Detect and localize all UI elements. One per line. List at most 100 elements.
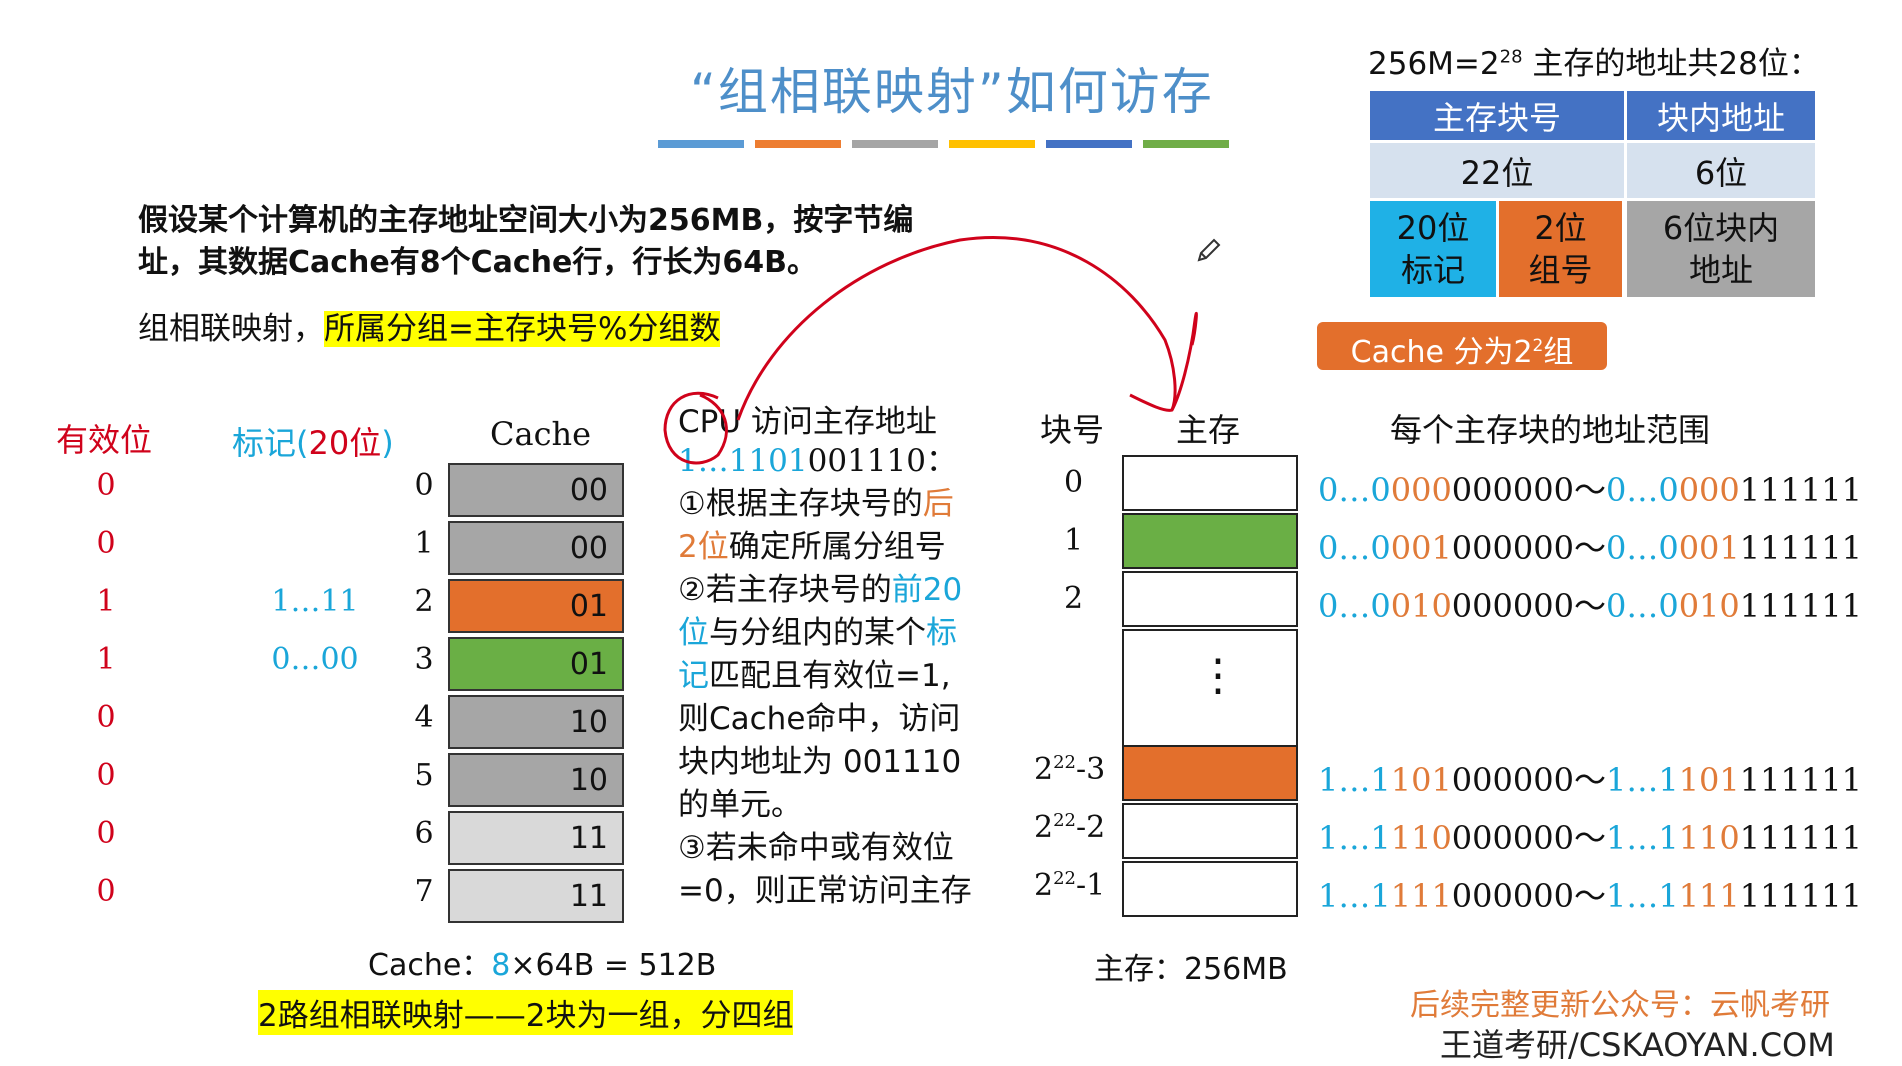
r-group2: 111 <box>1678 877 1740 915</box>
memory-block <box>1122 513 1298 569</box>
valid-bit: 1 <box>96 584 116 619</box>
memory-block <box>1122 455 1298 511</box>
badge-exp: 2 <box>1532 336 1544 356</box>
cache-line: 10 <box>448 695 624 749</box>
r-offset: 000000 <box>1451 529 1574 567</box>
r-prefix2: 0…0 <box>1605 587 1679 625</box>
address-range: 0…0000000000～0…0000111111 <box>1318 465 1862 511</box>
r-tilde: ～ <box>1573 529 1606 567</box>
tag-header-num: 20位 <box>308 424 382 462</box>
r-group2: 010 <box>1678 587 1740 625</box>
tag-group-cell: 20位 标记 2位组号 <box>1367 198 1627 300</box>
block-number-header: 主存块号 <box>1367 88 1627 143</box>
page-title: “组相联映射”如何访存 <box>690 63 1214 121</box>
r-prefix: 1…1 <box>1318 819 1391 857</box>
valid-bit: 0 <box>96 874 116 909</box>
tag-bits-l2: 标记 <box>1400 251 1465 289</box>
r-prefix: 0…0 <box>1318 529 1391 567</box>
cache-size-pre: Cache： <box>368 948 492 983</box>
cache-line-index: 6 <box>414 816 434 851</box>
main-memory-size: 主存：256MB <box>1094 952 1288 987</box>
cache-size-num: 8 <box>491 948 511 983</box>
valid-bit-header: 有效位 <box>56 421 153 459</box>
tag-header-post: ) <box>381 424 394 462</box>
r-group: 111 <box>1390 877 1452 915</box>
cache-line-index: 1 <box>414 526 434 561</box>
r-prefix2: 1…1 <box>1605 819 1679 857</box>
block-label: 2 <box>1064 581 1084 616</box>
group-bits-l2: 组号 <box>1528 251 1593 289</box>
s2b: 前20 <box>891 572 963 608</box>
r-group2: 001 <box>1678 529 1740 567</box>
memory-block <box>1122 745 1298 801</box>
r-tilde: ～ <box>1573 761 1606 799</box>
valid-bit: 1 <box>96 642 116 677</box>
title-bar-2 <box>755 140 841 148</box>
exp: 22 <box>1053 752 1076 773</box>
offset-bits-cell: 6位块内 地址 <box>1624 198 1818 300</box>
valid-bit: 0 <box>96 468 116 503</box>
block-label-power: 222-1 <box>1034 868 1105 903</box>
s2a: ②若主存块号的 <box>678 572 892 608</box>
s2f: 记 <box>678 658 709 694</box>
step-3-line-2: =0，则正常访问主存 <box>678 873 972 909</box>
pencil-icon[interactable] <box>1195 236 1223 268</box>
s1b: 后 <box>922 486 954 522</box>
cache-line: 01 <box>448 579 624 633</box>
cache-line-index: 5 <box>414 758 434 793</box>
step-2-line-6: 的单元。 <box>678 787 802 823</box>
step-2-line-3: 记匹配且有效位=1, <box>678 655 972 698</box>
two-way-note: 2路组相联映射——2块为一组，分四组 <box>258 990 794 1035</box>
memory-block <box>1122 861 1298 917</box>
s2c: 位 <box>678 615 709 651</box>
s1d: 确定所属分组号 <box>728 529 946 565</box>
bits-6: 6位 <box>1624 140 1818 201</box>
r-group2: 000 <box>1678 471 1740 509</box>
title-bar-6 <box>1143 140 1229 148</box>
step-1-line-1: ①根据主存块号的后 <box>678 483 972 526</box>
r-offset: 000000 <box>1451 471 1574 509</box>
address-range: 0…0010000000～0…0010111111 <box>1318 581 1862 627</box>
r-offset2: 111111 <box>1739 819 1862 857</box>
cache-header: Cache <box>490 415 592 453</box>
badge-post: 组 <box>1543 335 1574 370</box>
cache-line: 10 <box>448 753 624 807</box>
cache-size-post: ×64B = 512B <box>510 948 717 983</box>
s1c: 2位 <box>678 529 729 565</box>
suffix: -3 <box>1076 752 1106 787</box>
exp: 22 <box>1053 810 1076 831</box>
r-offset2: 111111 <box>1739 761 1862 799</box>
r-group: 101 <box>1390 761 1452 799</box>
footer-wechat-note: 后续完整更新公众号：云帆考研 <box>1410 988 1830 1023</box>
base: 2 <box>1034 752 1054 787</box>
intro-text: 假设某个计算机的主存地址空间大小为256MB，按字节编 址，其数据Cache有8… <box>138 200 913 284</box>
r-offset: 000000 <box>1451 761 1574 799</box>
heading-post: 主存的地址共28位： <box>1522 46 1820 82</box>
tag-value: 1…11 <box>271 584 359 619</box>
footer-brand: 王道考研/CSKAOYAN.COM <box>1440 1026 1835 1064</box>
address-range-header: 每个主存块的地址范围 <box>1390 411 1711 449</box>
r-tilde: ～ <box>1573 471 1606 509</box>
group-bits-l1: 2位 <box>1534 209 1587 247</box>
step-2-line-1: ②若主存块号的前20 <box>678 569 972 612</box>
address-range: 1…1111000000～1…1111111111 <box>1318 871 1862 917</box>
mapping-prefix: 组相联映射， <box>138 311 324 347</box>
tag-bits-cell: 20位 标记 <box>1370 201 1496 297</box>
r-offset2: 111111 <box>1739 877 1862 915</box>
r-offset2: 111111 <box>1739 529 1862 567</box>
valid-bit: 0 <box>96 700 116 735</box>
memory-block <box>1122 803 1298 859</box>
heading-exp: 28 <box>1499 46 1523 68</box>
cache-groups-badge: Cache 分为22组 <box>1317 322 1607 370</box>
address-range: 1…1101000000～1…1101111111 <box>1318 755 1862 801</box>
address-range: 1…1110000000～1…1110111111 <box>1318 813 1862 859</box>
cache-line: 00 <box>448 521 624 575</box>
mapping-highlight: 所属分组=主存块号%分组数 <box>324 311 721 347</box>
step-1-line-2: 2位确定所属分组号 <box>678 526 972 569</box>
cache-size: Cache：8×64B = 512B <box>368 940 716 984</box>
cache-line: 11 <box>448 811 624 865</box>
mapping-rule: 组相联映射，所属分组=主存块号%分组数 <box>138 303 721 348</box>
r-tilde: ～ <box>1573 877 1606 915</box>
badge-pre: Cache 分为2 <box>1350 335 1533 370</box>
address-structure-table: 主存块号 块内地址 22位 6位 20位 标记 2位 组号 6位块内 地址 <box>1367 88 1818 300</box>
